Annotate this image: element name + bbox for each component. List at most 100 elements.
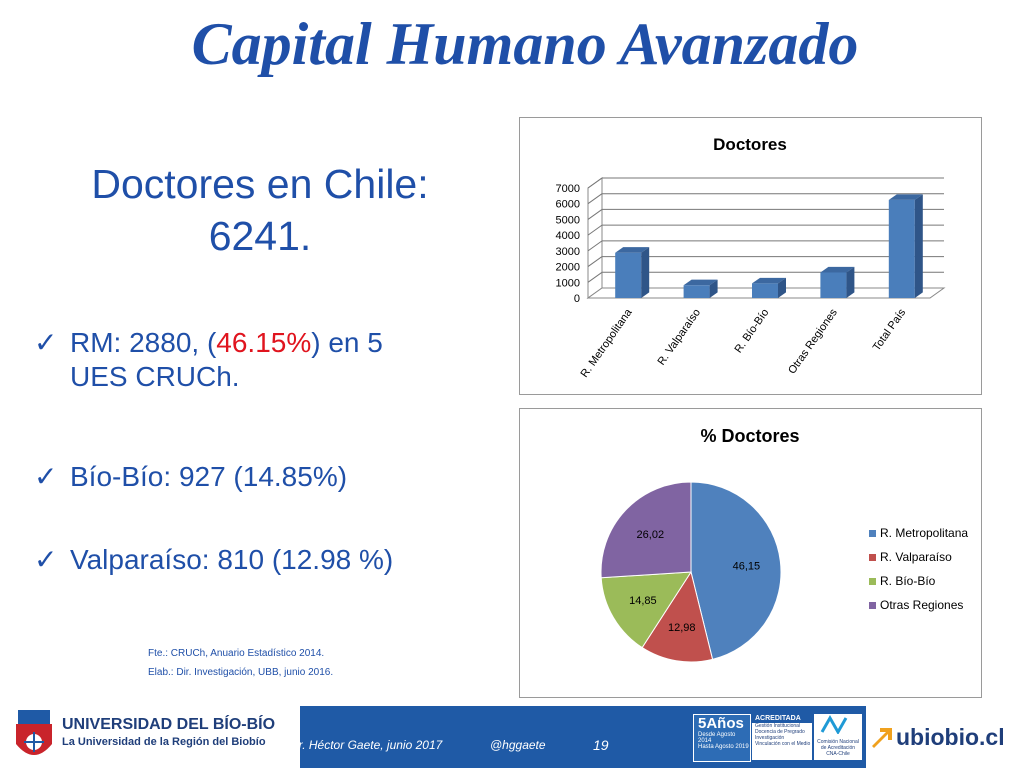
legend-swatch xyxy=(869,530,876,537)
twitter-handle: @hggaete xyxy=(490,738,546,752)
source-note: Fte.: CRUCh, Anuario Estadístico 2014. xyxy=(148,648,325,659)
bar-gridline xyxy=(587,177,603,189)
legend-label: R. Bío-Bío xyxy=(880,574,936,588)
cna-line2: de Acreditación xyxy=(820,745,856,751)
bullet-rm-line2: UES CRUCh. xyxy=(70,361,240,392)
bar-gridline xyxy=(587,193,603,205)
bar-y-tick: 3000 xyxy=(556,246,580,258)
pie-slice xyxy=(600,571,692,649)
bar-category-label: R. Valparaíso xyxy=(655,307,703,368)
bar xyxy=(752,277,786,298)
bullet-rm-pct: 46.15% xyxy=(216,327,312,358)
bar-front xyxy=(888,199,915,298)
bar-category-label: R. Metropolitana xyxy=(579,306,636,380)
bullet-rm-post: ) en 5 xyxy=(311,327,383,358)
bar-gridline xyxy=(587,271,603,283)
accreditation-areas: ACREDITADA Gestión Institucional Docenci… xyxy=(752,714,812,760)
bar-top xyxy=(888,194,923,200)
bar-front xyxy=(752,283,778,298)
bar xyxy=(615,247,650,298)
pie-slice xyxy=(641,570,714,663)
bar-side-wall xyxy=(587,177,603,299)
bar-y-tick: 1000 xyxy=(556,277,580,289)
checkmark-icon: ✓ xyxy=(34,461,58,492)
accreditation-years-badge: 5Años Desde Agosto 2014 Hasta Agosto 201… xyxy=(693,714,751,762)
bar-category-label: R. Bío-Bío xyxy=(733,307,772,355)
bar-y-tick: 4000 xyxy=(556,230,580,242)
pie-data-label: 14,85 xyxy=(629,595,657,607)
bar-chart-frame: Doctores 0 1000 2000 3000 4000 5000 6000 7000 R… xyxy=(519,117,982,395)
cna-line1: Comisión Nacional xyxy=(817,739,859,745)
bar-front xyxy=(683,285,710,298)
legend-label: R. Valparaíso xyxy=(880,550,952,564)
acc-item: Docencia de Pregrado xyxy=(755,729,805,735)
bar-front xyxy=(615,252,642,298)
bar-side xyxy=(914,194,923,298)
arrow-icon xyxy=(872,728,892,748)
bullet-biobio: ✓ Bío-Bío: 927 (14.85%) xyxy=(34,460,347,494)
legend-swatch xyxy=(869,554,876,561)
headline-line1: Doctores en Chile: xyxy=(91,161,429,207)
bar-side xyxy=(778,277,786,298)
pie-chart-title: % Doctores xyxy=(700,426,799,446)
pie-chart: % Doctores 46,15 12,98 14,85 26,02 R. Metro… xyxy=(600,426,968,663)
bar-chart: Doctores 0 1000 2000 3000 4000 5000 6000 7000 R… xyxy=(556,135,946,380)
cna-mark-icon xyxy=(820,714,848,736)
slide-title: Capital Humano Avanzado xyxy=(191,11,859,77)
legend-swatch xyxy=(869,578,876,585)
bar-side xyxy=(846,266,855,298)
bar-gridline xyxy=(587,209,603,220)
headline-line2: 6241. xyxy=(208,213,312,259)
bar xyxy=(683,279,718,298)
years-from: Desde Agosto 2014 xyxy=(698,732,736,744)
checkmark-icon: ✓ xyxy=(34,327,58,358)
bullet-biobio-text: Bío-Bío: 927 (14.85%) xyxy=(70,461,348,492)
university-name: UNIVERSIDAD DEL BÍO-BÍO xyxy=(62,716,276,733)
bullet-valparaiso-text: Valparaíso: 810 (12.98 %) xyxy=(70,544,394,575)
bar-gridline xyxy=(587,224,603,236)
bar-front xyxy=(820,272,847,298)
bar-y-tick: 2000 xyxy=(556,262,580,274)
university-crest-icon xyxy=(16,710,52,755)
checkmark-icon: ✓ xyxy=(34,544,58,575)
bar-top xyxy=(683,279,718,286)
years-label: 5Años xyxy=(698,715,744,732)
pie-slice xyxy=(600,481,692,579)
pie-slice xyxy=(690,481,782,660)
bar-side xyxy=(641,247,650,298)
bar xyxy=(820,266,855,298)
bar-top xyxy=(820,266,855,273)
bar-gridline xyxy=(587,240,603,252)
bar-gridline xyxy=(587,256,603,267)
bar xyxy=(888,194,923,298)
years-to: Hasta Agosto 2019 xyxy=(698,744,749,750)
page-number: 19 xyxy=(593,737,609,753)
pie-data-label: 26,02 xyxy=(637,529,665,541)
acc-item: Vinculación con el Medio xyxy=(755,741,811,747)
elaboration-note: Elab.: Dir. Investigación, UBB, junio 20… xyxy=(148,667,334,678)
university-tagline: La Universidad de la Región del Biobío xyxy=(62,736,266,748)
accredited-label: ACREDITADA xyxy=(752,714,812,723)
bar-top xyxy=(615,247,650,253)
headline: Doctores en Chile: 6241. xyxy=(40,158,480,262)
bar-y-tick: 7000 xyxy=(556,183,580,195)
legend-swatch xyxy=(869,602,876,609)
legend-label: R. Metropolitana xyxy=(880,526,968,540)
bullet-rm-pre: RM: 2880, ( xyxy=(70,327,217,358)
site-url: ubiobio.cl xyxy=(896,724,1005,750)
legend-label: Otras Regiones xyxy=(880,598,963,612)
cna-line3: CNA-Chile xyxy=(826,751,850,757)
pie-data-label: 46,15 xyxy=(733,560,761,572)
bar-top xyxy=(752,277,786,284)
bullet-valparaiso: ✓ Valparaíso: 810 (12.98 %) xyxy=(34,543,393,577)
bar-y-tick: 5000 xyxy=(556,214,580,226)
acc-item: Gestión Institucional xyxy=(755,723,801,729)
cna-logo: Comisión Nacional de Acreditación CNA-Ch… xyxy=(814,714,862,760)
bar-chart-title: Doctores xyxy=(713,135,787,154)
author-credit: Dr. Héctor Gaete, junio 2017 xyxy=(290,738,443,752)
footer-bar: UNIVERSIDAD DEL BÍO-BÍO La Universidad d… xyxy=(0,706,1024,768)
site-logo: ubiobio.cl xyxy=(866,706,1024,768)
bullet-rm: ✓ RM: 2880, (46.15%) en 5 UES CRUCh. xyxy=(34,326,383,394)
pie-data-label: 12,98 xyxy=(668,622,696,634)
bar-side xyxy=(709,279,718,298)
